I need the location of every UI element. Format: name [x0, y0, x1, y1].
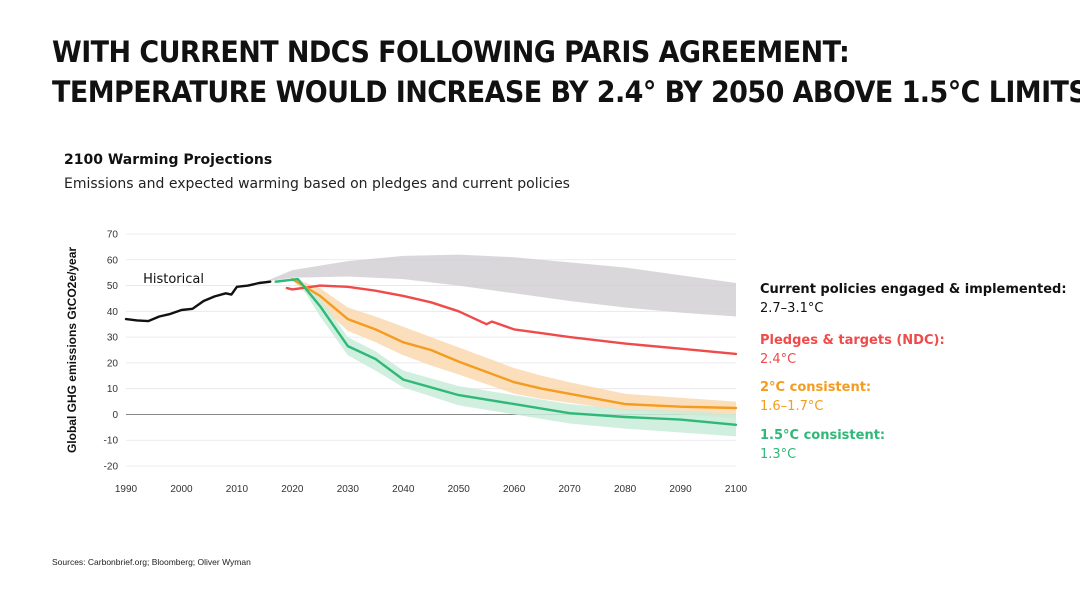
x-tick-label: 2060 [503, 484, 526, 495]
legend-value: 1.6–1.7°C [760, 399, 824, 414]
y-tick-label: 20 [107, 358, 119, 369]
legend-value: 2.4°C [760, 352, 797, 367]
x-tick-label: 2020 [281, 484, 304, 495]
x-tick-label: 2040 [392, 484, 415, 495]
y-tick-label: 10 [107, 384, 119, 395]
legend-item: 2°C consistent: 1.6–1.7°C [760, 378, 871, 416]
y-tick-label: 40 [107, 307, 119, 318]
current-policies-engaged-implemented-band [264, 254, 736, 317]
legend-label: 1.5°C consistent: [760, 428, 886, 443]
y-tick-label: 70 [107, 230, 119, 241]
legend-label: Current policies engaged & implemented: [760, 282, 1067, 297]
y-tick-label: 60 [107, 255, 119, 266]
2-c-consistent-line [291, 277, 738, 410]
chart-title: 2100 Warming Projections [64, 152, 273, 168]
y-axis-label: Global GHG emissions GtCO2e/year [65, 247, 79, 453]
y-tick-label: 0 [112, 410, 118, 421]
chart-subtitle: Emissions and expected warming based on … [64, 176, 570, 192]
x-tick-label: 1990 [115, 484, 138, 495]
x-tick-label: 2000 [170, 484, 193, 495]
slide-title-line-2: TEMPERATURE WOULD INCREASE BY 2.4° BY 20… [52, 75, 1080, 109]
legend-value: 1.3°C [760, 447, 797, 462]
legend-item: 1.5°C consistent: 1.3°C [760, 426, 885, 464]
x-tick-label: 2010 [226, 484, 249, 495]
1-5-c-consistent-line [274, 277, 738, 426]
2-c-consistent-band [292, 277, 736, 419]
y-tick-label: 50 [107, 281, 119, 292]
slide-title-line-1: WITH CURRENT NDCS FOLLOWING PARIS AGREEM… [52, 35, 850, 69]
x-tick-label: 2050 [448, 484, 471, 495]
y-tick-label: -20 [104, 462, 119, 473]
legend-label: Pledges & targets (NDC): [760, 333, 945, 348]
x-tick-label: 2030 [337, 484, 360, 495]
legend-item: Pledges & targets (NDC): 2.4°C [760, 331, 945, 369]
x-tick-label: 2080 [614, 484, 637, 495]
legend-item: Current policies engaged & implemented: 2… [760, 280, 1067, 318]
x-tick-label: 2070 [559, 484, 582, 495]
historical-annotation: Historical [143, 272, 204, 287]
x-tick-label: 2100 [725, 484, 748, 495]
x-tick-label: 2090 [669, 484, 692, 495]
legend-label: 2°C consistent: [760, 380, 872, 395]
sources-note: Sources: Carbonbrief.org; Bloomberg; Oli… [52, 557, 251, 567]
historical-line [124, 280, 272, 323]
slide-title: WITH CURRENT NDCS FOLLOWING PARIS AGREEM… [52, 32, 1080, 112]
legend-value: 2.7–3.1°C [760, 301, 824, 316]
y-tick-label: 30 [107, 333, 119, 344]
pledges-targets-ndc-line [285, 284, 738, 356]
y-tick-label: -10 [104, 436, 119, 447]
